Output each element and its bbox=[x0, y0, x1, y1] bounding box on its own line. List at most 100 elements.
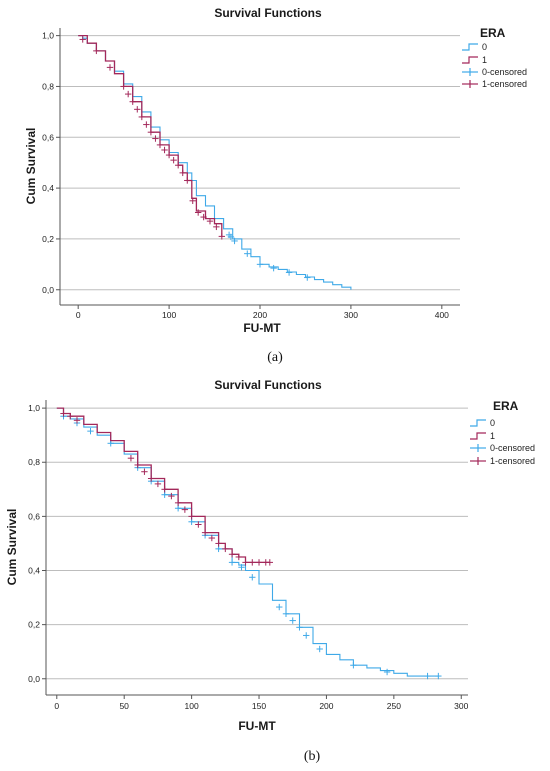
legend-entry-b-0: 0 bbox=[490, 418, 495, 428]
censor-mark-0 bbox=[270, 264, 277, 272]
legend-swatch-1 bbox=[470, 432, 486, 440]
censor-mark-0 bbox=[174, 505, 182, 512]
y-axis-label-a: Cum Survival bbox=[24, 128, 38, 205]
censor-mark-1 bbox=[218, 233, 226, 240]
censor-mark-1 bbox=[124, 90, 132, 98]
censor-mark-0 bbox=[350, 662, 357, 669]
y-tick-label: 0,0 bbox=[28, 674, 40, 684]
censor-mark-1 bbox=[147, 128, 155, 136]
censor-mark-0 bbox=[276, 603, 283, 611]
censor-mark-1 bbox=[200, 213, 207, 221]
censor-mark-1 bbox=[249, 559, 256, 566]
legend-swatches bbox=[470, 419, 486, 465]
censor-mark-1 bbox=[179, 169, 186, 177]
chart-title-a: Survival Functions bbox=[214, 6, 322, 20]
x-axis-label-a: FU-MT bbox=[243, 321, 281, 335]
censor-mark-0 bbox=[249, 574, 256, 581]
legend-swatch-1 bbox=[462, 56, 478, 64]
caption-a: (a) bbox=[267, 350, 283, 365]
x-tick-label: 0 bbox=[76, 310, 81, 320]
censor-mark-1 bbox=[134, 106, 141, 113]
legend-title-a: ERA bbox=[480, 26, 506, 40]
censor-mark-1 bbox=[174, 499, 182, 507]
censor-mark-1 bbox=[168, 492, 175, 500]
censor-mark-1 bbox=[242, 559, 249, 566]
plot-area: 0,0 0,2 0,4 0,6 0,8 1,0 0 100 200 300 400 bbox=[42, 28, 460, 320]
censor-mark-1 bbox=[208, 534, 216, 542]
censor-mark-1 bbox=[161, 146, 168, 154]
censor-mark-1 bbox=[93, 47, 100, 55]
x-tick-label: 100 bbox=[162, 310, 176, 320]
legend-swatch-0 bbox=[470, 419, 486, 427]
censor-mark-1 bbox=[206, 217, 214, 225]
censor-mark-1 bbox=[189, 197, 196, 205]
legend-swatch-0 bbox=[462, 43, 478, 51]
censor-mark-0 bbox=[238, 564, 245, 571]
legend-swatch-0-censored bbox=[470, 444, 486, 452]
censor-mark-0 bbox=[285, 269, 293, 276]
legend-swatch-1-censored bbox=[470, 457, 486, 465]
censor-mark-0 bbox=[87, 427, 94, 435]
censor-mark-0 bbox=[188, 518, 195, 525]
censor-mark-1 bbox=[170, 156, 177, 164]
censor-mark-1 bbox=[235, 553, 242, 561]
legend-entry-a-2: 0-censored bbox=[482, 67, 527, 77]
x-axis-label-b: FU-MT bbox=[238, 719, 276, 733]
censor-mark-1 bbox=[165, 151, 173, 159]
legend-entry-b-3: 1-censored bbox=[490, 456, 535, 466]
x-tick-label: 200 bbox=[319, 701, 333, 711]
censor-mark-1 bbox=[120, 83, 127, 90]
legend-b: ERA 0 1 0-censored 1-censored bbox=[490, 399, 535, 466]
series-line-1 bbox=[78, 34, 223, 237]
censor-mark-0 bbox=[424, 672, 431, 680]
censor-mark-0 bbox=[256, 261, 264, 268]
censor-mark-1 bbox=[141, 468, 148, 475]
x-tick-label: 300 bbox=[454, 701, 468, 711]
y-tick-label: 0,0 bbox=[42, 285, 54, 295]
censor-mark-0 bbox=[289, 617, 296, 624]
legend-entry-a-0: 0 bbox=[482, 42, 487, 52]
censor-mark-1 bbox=[201, 529, 209, 536]
censor-mark-1 bbox=[222, 545, 229, 553]
series-line-0 bbox=[56, 407, 439, 677]
chart-title-b: Survival Functions bbox=[214, 378, 322, 392]
censor-mark-1 bbox=[156, 141, 164, 149]
censor-mark-1 bbox=[147, 475, 155, 482]
y-tick-label: 0,4 bbox=[42, 183, 54, 193]
survival-chart-b: 0,0 0,2 0,4 0,6 0,8 1,0 0 50 100 150 200 250 300 Sur… bbox=[5, 378, 535, 764]
censor-mark-1 bbox=[194, 209, 202, 216]
censor-mark-1 bbox=[73, 417, 81, 424]
censor-mark-1 bbox=[215, 540, 222, 547]
censor-mark-1 bbox=[228, 551, 236, 558]
legend-entry-b-1: 1 bbox=[490, 431, 495, 441]
censor-mark-1 bbox=[127, 454, 135, 462]
y-tick-label: 0,4 bbox=[28, 566, 40, 576]
censor-mark-0 bbox=[303, 632, 310, 639]
y-tick-label: 1,0 bbox=[28, 403, 40, 413]
x-tick-label: 150 bbox=[252, 701, 266, 711]
censor-mark-1 bbox=[138, 113, 146, 121]
censor-mark-1 bbox=[184, 177, 191, 184]
legend-entry-b-2: 0-censored bbox=[490, 443, 535, 453]
censor-mark-0 bbox=[244, 250, 251, 257]
survival-chart-a: 0,0 0,2 0,4 0,6 0,8 1,0 0 100 200 300 400 Survival… bbox=[24, 6, 527, 365]
censor-mark-0 bbox=[282, 610, 290, 618]
y-tick-label: 0,8 bbox=[28, 457, 40, 467]
censor-mark-1 bbox=[154, 480, 162, 488]
censor-mark-1 bbox=[152, 135, 159, 142]
censor-mark-1 bbox=[79, 36, 86, 43]
censor-mark-1 bbox=[161, 486, 168, 493]
legend-swatch-1-censored bbox=[462, 80, 478, 88]
censor-mark-0 bbox=[161, 491, 168, 498]
x-tick-label: 200 bbox=[253, 310, 267, 320]
censor-mark-1 bbox=[213, 223, 220, 231]
plot-area: 0,0 0,2 0,4 0,6 0,8 1,0 0 50 100 150 200 250 300 bbox=[28, 400, 469, 711]
y-tick-label: 1,0 bbox=[42, 31, 54, 41]
censor-mark-1 bbox=[129, 98, 136, 105]
censor-mark-1 bbox=[195, 521, 202, 528]
caption-b: (b) bbox=[304, 749, 321, 764]
censor-mark-1 bbox=[174, 162, 182, 169]
x-tick-label: 100 bbox=[185, 701, 199, 711]
legend-entry-a-1: 1 bbox=[482, 55, 487, 65]
y-tick-label: 0,8 bbox=[42, 81, 54, 91]
